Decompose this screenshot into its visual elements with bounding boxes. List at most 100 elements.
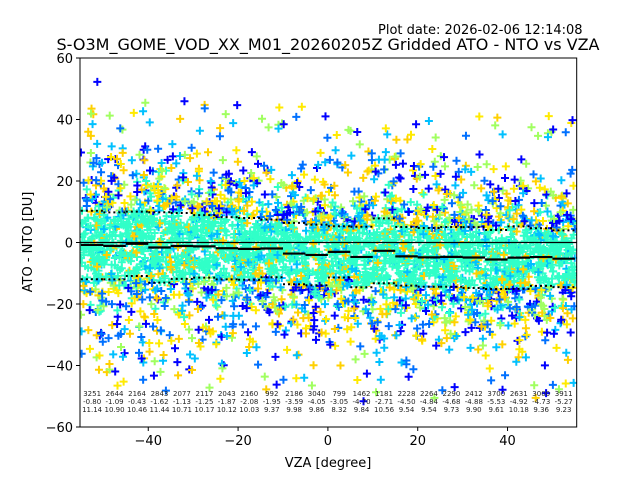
scatter-point — [465, 436, 473, 444]
scatter-point — [242, 304, 251, 313]
scatter-point — [160, 217, 169, 226]
bin-mean-label: -1.62 — [150, 398, 168, 406]
scatter-point — [116, 209, 125, 218]
scatter-point — [335, 267, 344, 276]
scatter-point — [329, 237, 338, 246]
scatter-point — [157, 167, 166, 176]
scatter-point — [158, 195, 167, 204]
scatter-point — [173, 181, 182, 190]
scatter-point — [282, 210, 291, 219]
scatter-point — [160, 272, 169, 281]
scatter-point — [138, 213, 147, 222]
bin-count-label: 2043 — [218, 390, 236, 398]
scatter-point — [251, 322, 260, 331]
scatter-point — [120, 325, 129, 334]
scatter-point — [139, 170, 148, 179]
plot-date: Plot date: 2026-02-06 12:14:08 — [378, 23, 583, 38]
scatter-point — [326, 340, 335, 349]
scatter-point — [264, 259, 273, 268]
scatter-point — [93, 262, 102, 271]
scatter-point — [306, 282, 315, 291]
scatter-point — [447, 199, 456, 208]
scatter-point — [198, 301, 207, 310]
scatter-point — [300, 373, 309, 382]
scatter-point — [301, 329, 310, 338]
scatter-point — [222, 227, 231, 236]
scatter-point — [114, 191, 123, 200]
scatter-point — [167, 237, 176, 246]
bin-mean-label: -4.92 — [510, 398, 528, 406]
scatter-point — [293, 277, 302, 286]
scatter-point — [291, 191, 300, 200]
scatter-point — [80, 148, 85, 157]
scatter-point — [127, 200, 136, 209]
scatter-point — [138, 259, 147, 268]
scatter-point — [214, 204, 223, 213]
scatter-point — [209, 295, 218, 304]
scatter-point — [364, 166, 373, 175]
scatter-point — [262, 236, 271, 245]
scatter-point — [343, 325, 352, 334]
scatter-point — [124, 214, 133, 223]
scatter-point — [92, 231, 101, 240]
scatter-point — [328, 198, 337, 207]
scatter-point — [309, 361, 318, 370]
scatter-point — [404, 208, 413, 217]
scatter-point — [236, 262, 245, 271]
scatter-point — [93, 305, 102, 314]
scatter-point — [83, 196, 92, 205]
scatter-point — [97, 329, 106, 338]
scatter-point — [153, 284, 162, 293]
y-tick-label: 60 — [56, 52, 73, 67]
scatter-point — [283, 239, 292, 248]
scatter-point — [99, 302, 108, 311]
scatter-point — [209, 168, 218, 177]
scatter-point — [184, 177, 192, 186]
scatter-point — [310, 290, 319, 299]
scatter-point — [376, 375, 385, 384]
bin-std-label: 8.32 — [331, 406, 347, 414]
scatter-point — [247, 169, 256, 178]
scatter-point — [138, 229, 147, 238]
scatter-point — [353, 319, 362, 328]
y-tick-label: −20 — [46, 298, 73, 313]
scatter-point — [123, 252, 132, 261]
scatter-point — [412, 120, 421, 129]
bin-std-label: 10.03 — [239, 406, 259, 414]
scatter-point — [194, 338, 203, 347]
scatter-point — [521, 324, 530, 333]
scatter-point — [375, 357, 384, 366]
scatter-point — [285, 256, 294, 265]
scatter-point — [527, 123, 536, 132]
scatter-point — [314, 160, 323, 169]
scatter-point — [238, 302, 247, 311]
scatter-point — [190, 258, 199, 267]
scatter-point — [107, 176, 116, 185]
scatter-point — [139, 107, 148, 116]
scatter-point — [337, 294, 346, 303]
scatter-point — [543, 328, 552, 337]
scatter-point — [276, 283, 285, 292]
bin-std-label: 9.73 — [444, 406, 460, 414]
scatter-point — [310, 175, 319, 184]
scatter-point — [200, 277, 209, 286]
scatter-point — [195, 263, 204, 272]
scatter-point — [352, 232, 361, 241]
scatter-point — [247, 148, 256, 157]
scatter-point — [298, 160, 307, 169]
scatter-point — [558, 294, 567, 303]
scatter-point — [237, 217, 246, 226]
scatter-point — [167, 164, 176, 173]
scatter-point — [466, 343, 475, 352]
scatter-point — [213, 276, 222, 285]
scatter-point — [146, 192, 155, 201]
scatter-point — [224, 256, 233, 265]
scatter-point — [174, 371, 183, 380]
scatter-point — [180, 197, 189, 206]
scatter-point — [289, 315, 298, 324]
scatter-point — [491, 121, 500, 130]
scatter-point — [88, 120, 97, 129]
scatter-point — [175, 290, 184, 299]
x-tick-label: 40 — [499, 434, 516, 449]
scatter-point — [279, 120, 288, 129]
